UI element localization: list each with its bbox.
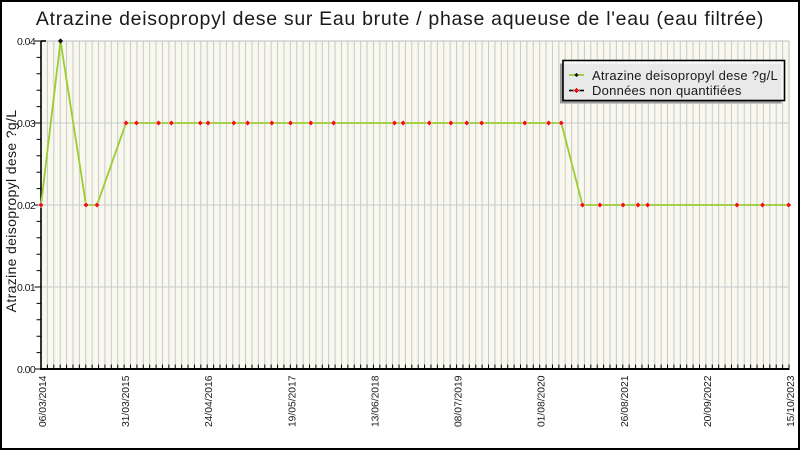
svg-text:13/06/2018: 13/06/2018	[370, 375, 381, 427]
svg-text:Données non quantifiées: Données non quantifiées	[592, 83, 742, 98]
svg-text:26/08/2021: 26/08/2021	[620, 375, 631, 427]
svg-text:Atrazine deisopropyl dese ?g/L: Atrazine deisopropyl dese ?g/L	[592, 68, 778, 83]
svg-text:15/10/2023: 15/10/2023	[786, 375, 797, 427]
svg-text:06/03/2014: 06/03/2014	[38, 375, 49, 427]
svg-text:0.00: 0.00	[17, 364, 36, 376]
svg-text:0.01: 0.01	[17, 282, 36, 294]
svg-text:01/08/2020: 01/08/2020	[537, 375, 548, 427]
svg-text:08/07/2019: 08/07/2019	[454, 375, 465, 427]
svg-text:Atrazine deisopropyl dese sur: Atrazine deisopropyl dese sur Eau brute …	[36, 8, 764, 30]
svg-text:0.04: 0.04	[17, 36, 36, 48]
svg-text:20/09/2022: 20/09/2022	[703, 375, 714, 427]
svg-text:0.02: 0.02	[17, 200, 36, 212]
svg-text:Atrazine deisopropyl dese ?g/L: Atrazine deisopropyl dese ?g/L	[3, 110, 19, 313]
svg-text:24/04/2016: 24/04/2016	[204, 375, 215, 427]
svg-text:19/05/2017: 19/05/2017	[287, 375, 298, 427]
svg-text:0.03: 0.03	[17, 118, 36, 130]
svg-text:31/03/2015: 31/03/2015	[121, 375, 132, 427]
